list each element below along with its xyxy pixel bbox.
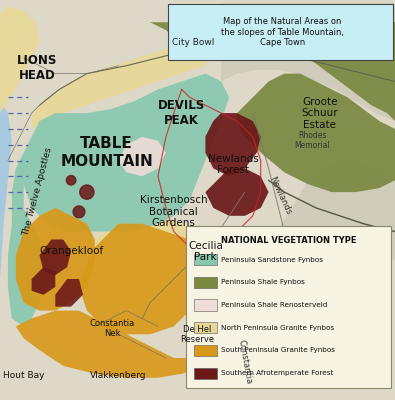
Polygon shape [16,310,205,378]
Text: Peninsula Shale Renosterveld: Peninsula Shale Renosterveld [221,302,327,308]
Polygon shape [8,153,47,326]
Text: Hout Bay: Hout Bay [3,371,45,380]
Bar [194,277,217,288]
Polygon shape [237,74,395,192]
Polygon shape [16,208,95,310]
Bar [194,300,217,310]
Text: Groote
Schuur
Estate: Groote Schuur Estate [302,96,338,130]
Polygon shape [269,160,395,279]
Text: DEVILS
PEAK: DEVILS PEAK [158,99,205,127]
Polygon shape [205,113,261,176]
FancyBboxPatch shape [186,226,391,388]
Polygon shape [55,279,83,307]
Text: North Peninsula Granite Fynbos: North Peninsula Granite Fynbos [221,325,335,331]
Text: Cecilia
Park: Cecilia Park [188,240,223,262]
Polygon shape [20,74,229,232]
Text: LIONS
HEAD: LIONS HEAD [17,54,58,82]
Polygon shape [221,2,395,121]
Circle shape [66,176,76,185]
Text: City Bowl: City Bowl [172,38,215,46]
Text: Vlakkenberg: Vlakkenberg [90,371,147,380]
Text: Peninsula Sandstone Fynbos: Peninsula Sandstone Fynbos [221,256,323,262]
Circle shape [80,185,94,199]
Text: Orangekloof: Orangekloof [39,246,103,256]
Text: Constantia: Constantia [237,339,253,385]
Bar [194,254,217,265]
Polygon shape [0,6,40,113]
Text: Peninsula Shale Fynbos: Peninsula Shale Fynbos [221,279,305,285]
Text: NATIONAL VEGETATION TYPE: NATIONAL VEGETATION TYPE [220,236,356,244]
Polygon shape [79,224,205,334]
Polygon shape [205,168,269,216]
Text: Kirstenbosch
Botanical
Gardens: Kirstenbosch Botanical Gardens [140,195,208,228]
Text: Rhodes
Memorial: Rhodes Memorial [294,131,330,150]
Bar [194,345,217,356]
Polygon shape [118,137,166,176]
Circle shape [73,206,85,218]
FancyBboxPatch shape [168,4,393,60]
Bar [194,368,217,379]
Text: Newlands
Forest: Newlands Forest [208,154,258,175]
Polygon shape [32,267,55,295]
Text: Map of the Natural Areas on
the slopes of Table Mountain,
Cape Town: Map of the Natural Areas on the slopes o… [221,17,344,47]
Polygon shape [150,22,395,121]
Polygon shape [0,101,12,398]
Polygon shape [40,240,71,275]
Text: South Peninsula Granite Fynbos: South Peninsula Granite Fynbos [221,347,335,353]
Polygon shape [87,216,229,326]
Text: Newlands: Newlands [268,176,293,216]
Bar [194,322,217,333]
Text: The Twelve Apostles: The Twelve Apostles [21,147,54,238]
Text: Constantia
Nek: Constantia Nek [90,319,135,338]
Text: TABLE
MOUNTAIN: TABLE MOUNTAIN [60,136,153,169]
Polygon shape [32,42,213,129]
Text: De Hel
Reserve: De Hel Reserve [181,325,214,344]
Text: Southern Afrotemperate Forest: Southern Afrotemperate Forest [221,370,333,376]
